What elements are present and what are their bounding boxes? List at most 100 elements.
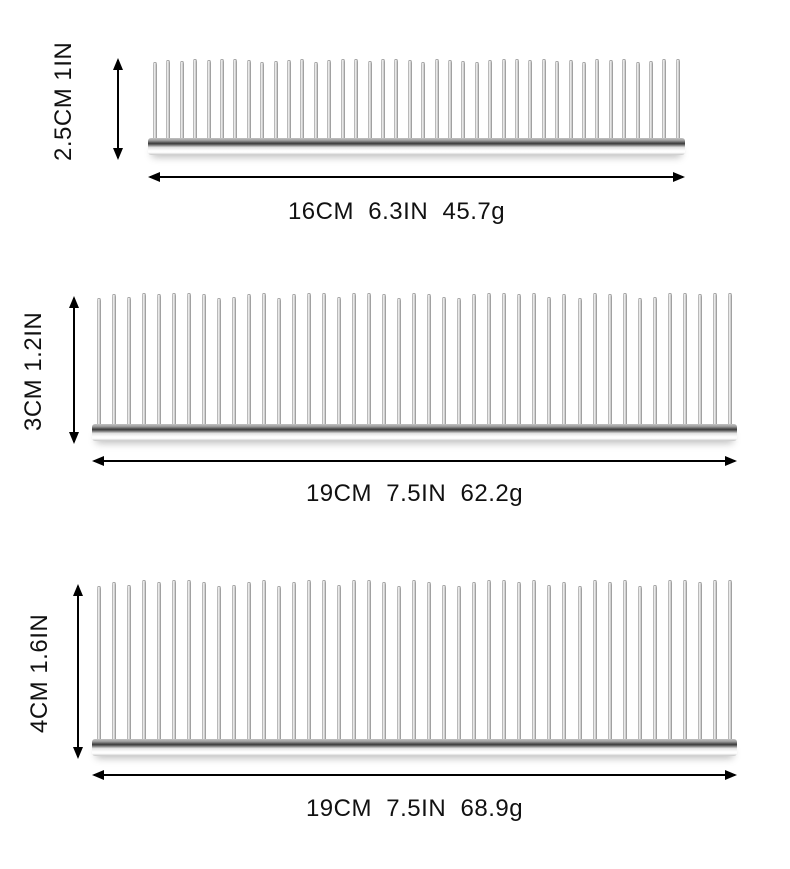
comb-tooth [675,60,680,138]
comb-tooth [697,582,702,739]
comb-tooth [457,299,462,424]
height-label: 4CM 1.6IN [26,613,53,733]
comb-tooth [652,585,657,739]
comb-tooth [528,60,533,138]
size-weight-label: 19CM 7.5IN 68.9g [305,795,524,822]
comb-tooth [300,60,305,138]
width-dimension-arrow [92,769,737,781]
comb-tooth [442,585,447,739]
comb-tooth [427,295,432,424]
comb-tooth [412,294,417,424]
comb-tooth [442,297,447,424]
comb-tooth [682,581,687,739]
comb-tooth [517,582,522,739]
comb-tooth [547,585,552,739]
comb-teeth [92,294,737,424]
comb-tooth [652,297,657,424]
comb-tooth [622,294,627,424]
comb-tooth [555,62,560,138]
comb-tooth [472,582,477,739]
comb-tooth [662,60,667,138]
comb-tooth [517,295,522,424]
comb-tooth [595,60,600,138]
comb-tooth [407,60,412,138]
height-dimension-arrow [112,58,124,160]
comb-tooth [246,60,251,138]
comb-tooth [187,294,192,424]
comb-tooth [166,60,171,138]
comb-tooth [217,587,222,739]
comb-tooth [367,581,372,739]
comb-teeth [92,581,737,739]
comb-tooth [206,60,211,138]
comb-tooth [202,582,207,739]
comb-tooth [337,297,342,424]
comb-tooth [514,60,519,138]
comb-tooth [502,581,507,739]
dimension-line [73,298,75,442]
comb-tooth [179,62,184,138]
comb-tooth [547,297,552,424]
comb-tooth [202,295,207,424]
comb-tooth [97,299,101,424]
comb-tooth [260,63,265,138]
comb-tooth [434,60,439,138]
comb-tooth [461,62,466,138]
width-dimension-arrow [148,171,685,183]
comb-tooth [187,581,192,739]
comb-tooth [382,582,387,739]
comb-tooth [277,587,282,739]
comb-tooth [488,60,493,138]
comb-tooth [474,63,479,138]
height-label: 3CM 1.2IN [20,311,47,431]
comb-tooth [247,295,252,424]
comb-tooth [562,582,567,739]
comb-tooth [292,295,297,424]
comb-tooth [472,295,477,424]
comb-tooth [712,581,717,739]
comb-tooth [352,294,357,424]
comb-tooth [637,587,642,739]
comb-tooth [541,60,546,138]
comb-tooth [127,297,132,424]
comb-tooth [397,299,402,424]
comb-tooth [247,582,252,739]
comb-tooth [287,60,292,138]
comb-tooth [592,581,597,739]
comb-tooth [457,587,462,739]
comb-tooth [142,294,147,424]
comb-tooth [562,295,567,424]
dimension-line [117,60,119,158]
comb-tooth [712,294,717,424]
height-dimension-arrow [72,584,84,759]
comb-image [92,294,737,441]
comb-tooth [637,299,642,424]
size-weight-label: 19CM 7.5IN 62.2g [305,480,524,507]
comb-spine [92,739,737,756]
comb-tooth [582,63,586,138]
dimension-line [150,176,683,178]
comb-tooth [307,581,312,739]
comb-tooth [127,585,132,739]
comb-tooth [220,60,225,138]
comb-tooth [172,581,177,739]
comb-tooth [622,581,627,739]
comb-tooth [367,294,372,424]
comb-tooth [157,582,162,739]
comb-tooth [447,60,452,138]
comb-tooth [193,60,198,138]
comb-tooth [607,582,612,739]
comb-tooth [421,63,426,138]
comb-tooth [172,294,177,424]
comb-tooth [487,581,492,739]
comb-tooth [592,294,597,424]
comb-tooth [273,62,278,138]
height-dimension-arrow [68,296,80,444]
comb-tooth [313,63,318,138]
comb-tooth [622,60,627,138]
comb-tooth [397,587,402,739]
comb-tooth [380,60,385,138]
comb-tooth [649,62,654,138]
dimension-line [94,774,735,776]
